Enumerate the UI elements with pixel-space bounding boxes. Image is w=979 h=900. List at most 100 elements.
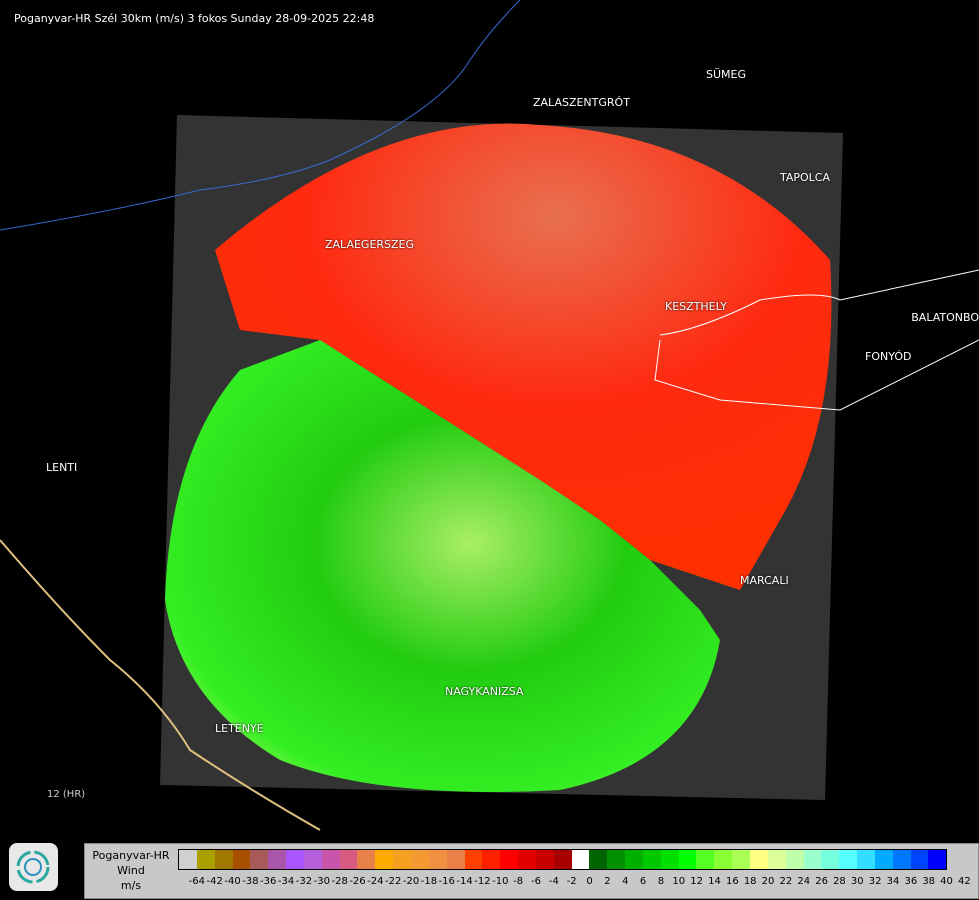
legend-color-cell bbox=[839, 850, 858, 869]
place-marcali: MARCALI bbox=[740, 574, 789, 587]
legend-label: Poganyvar-HR Wind m/s bbox=[87, 848, 175, 893]
legend-color-cell bbox=[857, 850, 875, 869]
river bbox=[0, 0, 521, 231]
legend-tick-label: 2 bbox=[604, 876, 611, 887]
legend-tick-label: 4 bbox=[622, 876, 629, 887]
legend-color-cell bbox=[232, 850, 251, 869]
legend-tick-label: 12 bbox=[690, 876, 704, 887]
legend-color-cell bbox=[607, 850, 626, 869]
legend-tick-label: 36 bbox=[904, 876, 918, 887]
legend-color-cell bbox=[393, 850, 411, 869]
legend-tick-label: -16 bbox=[438, 876, 455, 887]
legend-tick-label: 24 bbox=[797, 876, 811, 887]
legend-color-cell bbox=[214, 850, 233, 869]
legend-radar-name: Poganyvar-HR bbox=[92, 849, 170, 862]
legend-color-cell bbox=[482, 850, 501, 869]
legend-tick-label: 10 bbox=[672, 876, 686, 887]
legend-tick-label: 32 bbox=[868, 876, 882, 887]
radar-title: Poganyvar-HR Szél 30km (m/s) 3 fokos Sun… bbox=[14, 12, 375, 25]
legend-color-cell bbox=[874, 850, 893, 869]
legend-color-cell bbox=[910, 850, 929, 869]
place-keszthely: KESZTHELY bbox=[665, 300, 728, 313]
legend-color-cell bbox=[321, 850, 340, 869]
legend-color-cell bbox=[339, 850, 358, 869]
legend-color-cell bbox=[714, 850, 733, 869]
legend-color-cell bbox=[678, 850, 697, 869]
legend-tick-label: -14 bbox=[456, 876, 473, 887]
legend-tick-label: -36 bbox=[260, 876, 277, 887]
legend-color-cell bbox=[428, 850, 447, 869]
legend-tick-label: -26 bbox=[349, 876, 366, 887]
legend-color-cell bbox=[196, 850, 215, 869]
legend-color-cell bbox=[767, 850, 786, 869]
legend-tick-label: -2 bbox=[566, 876, 577, 887]
legend-quantity: Wind bbox=[117, 864, 145, 877]
place-sumeg: SÜMEG bbox=[706, 68, 746, 81]
legend-tick-label: -8 bbox=[513, 876, 524, 887]
road bbox=[659, 269, 979, 336]
road-label-12-hr: 12 (HR) bbox=[47, 789, 86, 800]
legend-color-cell bbox=[785, 850, 804, 869]
legend-color-cell bbox=[303, 850, 322, 869]
legend-tick-label: -24 bbox=[367, 876, 384, 887]
place-balatonboglar: BALATONBO bbox=[911, 311, 979, 324]
legend-color-cell bbox=[553, 850, 572, 869]
legend-tick-label: 38 bbox=[922, 876, 936, 887]
legend-tick-label: -32 bbox=[295, 876, 313, 887]
legend-color-cell bbox=[571, 850, 590, 869]
legend-tick-label: -28 bbox=[331, 876, 348, 887]
legend-tick-label: 8 bbox=[657, 876, 665, 887]
lake-balaton bbox=[654, 339, 979, 411]
legend-tick-label: -30 bbox=[313, 876, 330, 887]
legend-color-cell bbox=[642, 850, 661, 869]
legend-color-cell bbox=[696, 850, 715, 869]
legend-color-cell bbox=[446, 850, 465, 869]
legend-tick-label: 28 bbox=[833, 876, 846, 887]
legend-color-cell bbox=[589, 850, 608, 869]
legend-color-cell bbox=[660, 850, 679, 869]
place-fonyod: FONYÓD bbox=[865, 350, 912, 363]
color-legend: Poganyvar-HR Wind m/s -64 -42 -40 -38 -36 -34… bbox=[84, 843, 979, 899]
legend-tick-label: 18 bbox=[743, 876, 757, 887]
legend-color-cell bbox=[518, 850, 536, 869]
place-zalaegerszeg: ZALAEGERSZEG bbox=[325, 238, 415, 251]
legend-color-cell bbox=[500, 850, 519, 869]
legend-color-cell bbox=[625, 850, 643, 869]
legend-tick-label: 0 bbox=[586, 876, 593, 887]
legend-color-cell bbox=[286, 850, 304, 869]
legend-color-cell bbox=[464, 850, 483, 869]
legend-tick-label: -38 bbox=[242, 876, 259, 887]
legend-color-cell bbox=[535, 850, 554, 869]
legend-color-bar bbox=[177, 849, 948, 870]
legend-color-cell bbox=[732, 850, 750, 869]
legend-color-cell bbox=[375, 850, 394, 869]
legend-color-cell bbox=[179, 850, 197, 869]
legend-color-cell bbox=[928, 850, 947, 869]
legend-tick-label: 40 bbox=[940, 876, 953, 887]
place-letenye: LETENYE bbox=[215, 722, 264, 735]
legend-tick-label: 42 bbox=[958, 876, 971, 887]
border bbox=[0, 539, 321, 831]
legend-tick-label: -4 bbox=[548, 876, 559, 887]
legend-tick-label: -40 bbox=[224, 876, 241, 887]
place-zalaszentgrot: ZALASZENTGRÓT bbox=[533, 96, 630, 109]
legend-color-cell bbox=[410, 850, 429, 869]
legend-color-cell bbox=[357, 850, 376, 869]
legend-color-cell bbox=[821, 850, 840, 869]
legend-tick-label: 14 bbox=[708, 876, 721, 887]
logo bbox=[9, 843, 58, 891]
place-lenti: LENTI bbox=[46, 461, 78, 474]
legend-tick-label: -12 bbox=[474, 876, 491, 887]
place-tapolca: TAPOLCA bbox=[780, 171, 831, 184]
legend-tick-label: 22 bbox=[779, 876, 793, 887]
legend-tick-label: -18 bbox=[420, 876, 438, 887]
legend-tick-label: -42 bbox=[206, 876, 223, 887]
legend-tick-label: -6 bbox=[531, 876, 541, 887]
legend-tick-label: -20 bbox=[402, 876, 420, 887]
legend-tick-label: 26 bbox=[815, 876, 828, 887]
legend-color-cell bbox=[892, 850, 911, 869]
legend-tick-label: 20 bbox=[761, 876, 775, 887]
legend-tick-label: -64 bbox=[188, 876, 206, 887]
approaching-wind-area bbox=[215, 123, 832, 590]
legend-color-cell bbox=[250, 850, 269, 869]
